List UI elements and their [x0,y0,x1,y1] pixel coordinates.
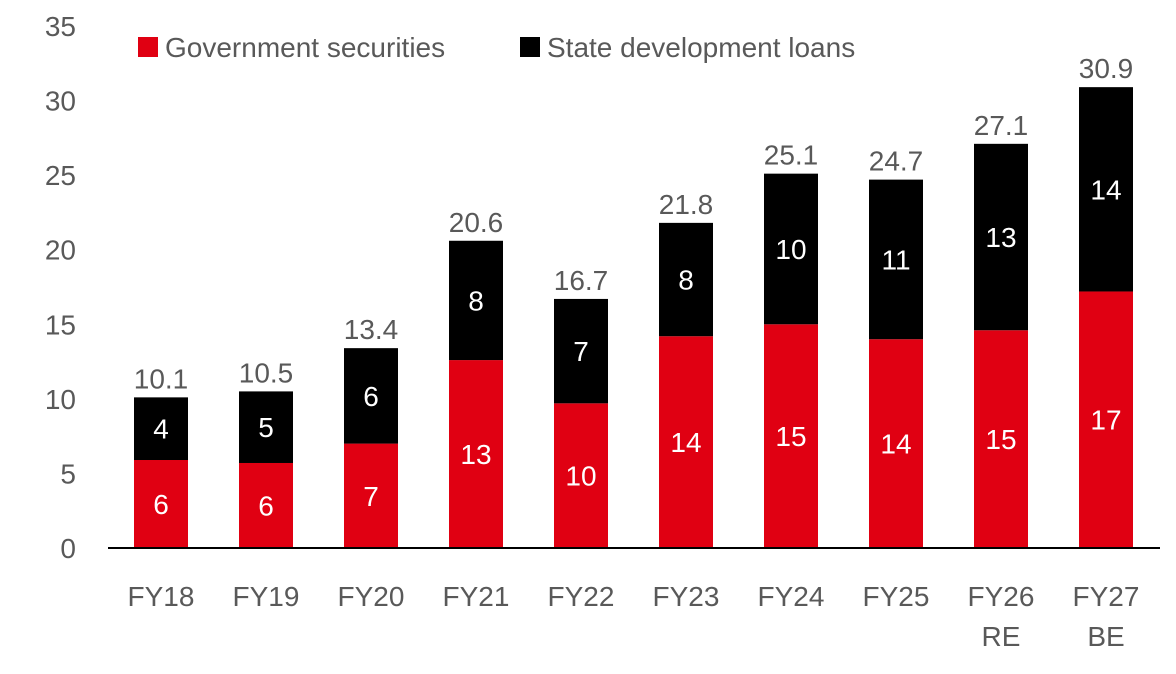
bar-segment-state-development-loans [659,222,713,337]
data-label: 10 [775,234,806,265]
x-tick-label: BE [1087,621,1124,652]
legend-label: State development loans [547,32,855,63]
x-tick-label: FY20 [338,581,405,612]
y-tick-label: 15 [45,309,76,340]
legend-swatch [138,37,158,57]
legend-swatch [520,37,540,57]
total-label: 10.5 [239,357,294,388]
x-tick-label: FY21 [443,581,510,612]
total-label: 20.6 [449,207,504,238]
bar-segment-government-securities [344,443,398,548]
bar-segment-government-securities [974,330,1028,548]
data-label: 6 [258,490,274,521]
data-label: 8 [678,265,694,296]
data-label: 4 [153,414,169,445]
data-label: 13 [460,439,491,470]
total-label: 13.4 [344,314,399,345]
legend-label: Government securities [165,32,445,63]
data-label: 7 [363,481,379,512]
total-label: 21.8 [659,189,714,220]
x-tick-label: FY26 [968,581,1035,612]
total-label: 16.7 [554,265,609,296]
x-tick-label: FY23 [653,581,720,612]
y-tick-label: 20 [45,235,76,266]
data-label: 6 [363,381,379,412]
x-tick-label: FY19 [233,581,300,612]
x-tick-label: FY18 [128,581,195,612]
bar-segment-state-development-loans [1079,87,1133,292]
bar-segment-state-development-loans [239,391,293,463]
bar-segment-government-securities [239,462,293,548]
data-label: 15 [985,424,1016,455]
x-tick-label: FY25 [863,581,930,612]
x-tick-label: FY22 [548,581,615,612]
bar-segment-government-securities [134,460,188,548]
bar-segment-government-securities [1079,291,1133,548]
total-label: 25.1 [764,140,819,171]
bar-segment-government-securities [449,360,503,548]
data-label: 5 [258,412,274,443]
bar-segment-state-development-loans [764,173,818,325]
data-label: 14 [670,427,701,458]
x-tick-label: FY27 [1073,581,1140,612]
data-label: 11 [881,244,910,275]
data-label: 8 [468,285,484,316]
x-tick-label: FY24 [758,581,825,612]
bar-segment-government-securities [869,339,923,548]
y-tick-label: 30 [45,86,76,117]
bar-segment-government-securities [764,324,818,548]
data-label: 14 [1090,174,1121,205]
data-label: 7 [573,336,589,367]
y-tick-label: 0 [60,533,76,564]
total-label: 10.1 [134,363,189,394]
data-label: 10 [565,461,596,492]
bar-segment-state-development-loans [449,240,503,361]
bar-segment-state-development-loans [554,298,608,404]
total-label: 30.9 [1079,53,1134,84]
bar-segment-state-development-loans [974,143,1028,331]
x-tick-label: RE [982,621,1021,652]
y-tick-label: 10 [45,384,76,415]
data-label: 17 [1090,405,1121,436]
data-label: 13 [985,222,1016,253]
data-label: 6 [153,489,169,520]
data-label: 14 [880,429,911,460]
bar-segment-state-development-loans [134,397,188,461]
data-label: 15 [775,421,806,452]
total-label: 24.7 [869,146,924,177]
y-tick-label: 5 [60,458,76,489]
y-tick-label: 35 [45,11,76,42]
y-tick-label: 25 [45,160,76,191]
total-label: 27.1 [974,110,1029,141]
bar-segment-government-securities [659,336,713,548]
bar-segment-state-development-loans [344,348,398,444]
bar-segment-government-securities [554,403,608,548]
bar-segment-state-development-loans [869,179,923,340]
